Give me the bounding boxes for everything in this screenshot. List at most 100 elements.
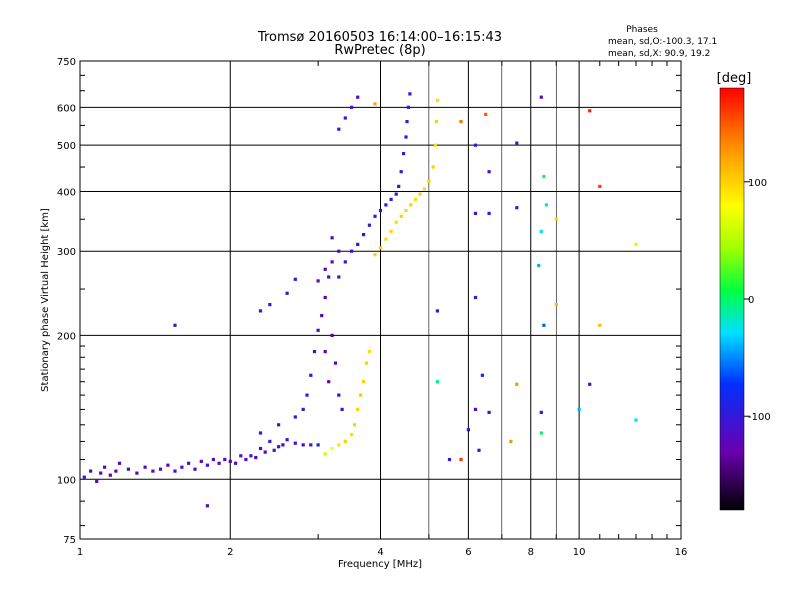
x-tick-label: 16 (675, 547, 688, 558)
point-X (362, 380, 366, 384)
point-O (103, 465, 107, 469)
point-other (515, 382, 519, 386)
point-other (477, 448, 481, 452)
point-O (378, 208, 383, 213)
point-X (373, 253, 377, 257)
point-X (367, 350, 371, 354)
point-O (285, 291, 289, 295)
point-O (320, 314, 324, 318)
point-O (143, 465, 147, 469)
point-O (316, 328, 320, 332)
point-other (487, 410, 491, 414)
point-other (554, 303, 558, 307)
point-O (397, 184, 401, 188)
point-other (509, 439, 513, 443)
x-axis-ticks: 1 2 4 6 8 10 16 (77, 61, 688, 558)
point-O (356, 242, 360, 246)
chart-subtitle: RwPretec (8p) (334, 43, 425, 58)
point-O (408, 92, 412, 96)
point-O (254, 456, 258, 460)
point-O (99, 471, 103, 475)
legend-line-x: mean, sd,X: 90.9, 19.2 (608, 49, 710, 59)
point-O (239, 454, 243, 458)
point-O (258, 431, 263, 435)
point-X (330, 446, 334, 451)
data-points (82, 92, 638, 508)
point-O (249, 454, 253, 458)
y-tick-label: 75 (63, 535, 76, 546)
point-O (126, 467, 130, 471)
grid-lines (80, 61, 681, 539)
point-O (327, 380, 331, 384)
point-O (199, 459, 203, 463)
point-O (277, 423, 281, 427)
plot-frame (79, 60, 682, 540)
point-other (473, 211, 478, 215)
point-O (323, 350, 327, 354)
point-other (480, 373, 484, 377)
y-tick-label: 100 (57, 475, 76, 486)
x-tick-label: 8 (528, 547, 534, 558)
point-other (435, 309, 439, 313)
x-tick-label: 6 (465, 547, 471, 558)
point-X (409, 203, 413, 207)
point-O (95, 479, 99, 483)
point-O (301, 407, 305, 411)
point-X (434, 120, 439, 124)
point-O (158, 467, 163, 471)
point-X (378, 246, 383, 250)
point-O (356, 95, 360, 99)
point-other (577, 407, 581, 411)
y-axis-ticks: 75 100 200 300 400 500 600 750 (57, 57, 681, 546)
point-O (268, 439, 272, 443)
point-other (466, 428, 470, 432)
point-O (301, 443, 305, 447)
point-other (473, 295, 478, 300)
point-O (373, 214, 377, 218)
colorbar-tick-label: -100 (748, 412, 771, 423)
point-other (598, 184, 602, 188)
y-tick-label: 500 (57, 141, 76, 152)
point-O (323, 267, 327, 271)
point-O (312, 350, 317, 354)
point-O (384, 203, 388, 207)
point-O (343, 260, 347, 264)
point-O (205, 463, 209, 467)
point-O (211, 457, 215, 462)
point-other (459, 120, 463, 124)
point-O (404, 135, 408, 139)
chart-title: Tromsø 20160503 16:14:00–16:15:43 (257, 30, 502, 45)
x-axis-label: Frequency [MHz] (338, 559, 422, 570)
point-other (487, 170, 491, 174)
point-other (435, 380, 439, 384)
colorbar: [deg] 100 0 -100 (717, 71, 771, 511)
point-X (323, 452, 327, 456)
point-O (405, 120, 409, 124)
point-O (362, 233, 366, 237)
point-O (316, 443, 320, 447)
point-other (554, 217, 558, 221)
point-O (293, 277, 297, 281)
y-tick-label: 400 (57, 187, 76, 198)
point-O (333, 361, 338, 365)
point-X (435, 98, 439, 103)
point-O (399, 170, 403, 174)
point-other (515, 141, 519, 145)
point-other (542, 174, 546, 179)
point-O (305, 393, 309, 397)
point-X (384, 237, 388, 241)
point-other (447, 457, 452, 462)
point-O (166, 463, 170, 467)
colorbar-tick-label: 100 (748, 178, 767, 189)
point-other (539, 229, 543, 233)
point-O (82, 475, 86, 479)
colorbar-tick-label: 0 (748, 295, 754, 306)
point-O (187, 461, 191, 465)
x-tick-label: 4 (377, 547, 383, 558)
point-X (427, 179, 431, 183)
point-O (281, 443, 285, 447)
point-other (515, 206, 519, 210)
point-O (350, 105, 354, 109)
point-O (337, 393, 341, 397)
point-O (217, 461, 221, 465)
